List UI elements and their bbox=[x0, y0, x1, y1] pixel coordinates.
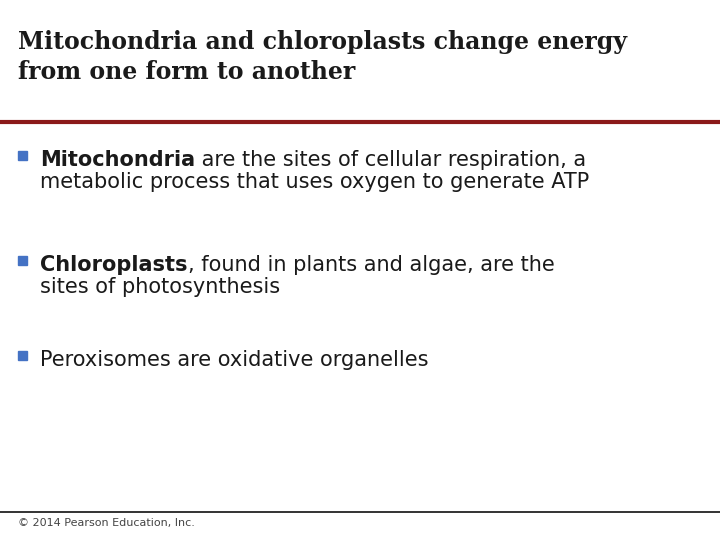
Text: metabolic process that uses oxygen to generate ATP: metabolic process that uses oxygen to ge… bbox=[40, 172, 589, 192]
Text: sites of photosynthesis: sites of photosynthesis bbox=[40, 277, 280, 297]
Text: Chloroplasts: Chloroplasts bbox=[40, 255, 187, 275]
Bar bbox=[18, 151, 27, 160]
Text: Mitochondria and chloroplasts change energy: Mitochondria and chloroplasts change ene… bbox=[18, 30, 627, 54]
Text: are the sites of cellular respiration, a: are the sites of cellular respiration, a bbox=[195, 150, 586, 170]
Text: © 2014 Pearson Education, Inc.: © 2014 Pearson Education, Inc. bbox=[18, 518, 195, 528]
Text: , found in plants and algae, are the: , found in plants and algae, are the bbox=[187, 255, 554, 275]
Text: Peroxisomes are oxidative organelles: Peroxisomes are oxidative organelles bbox=[40, 350, 428, 370]
Bar bbox=[18, 256, 27, 265]
Bar bbox=[18, 351, 27, 360]
Text: from one form to another: from one form to another bbox=[18, 60, 355, 84]
Text: Mitochondria: Mitochondria bbox=[40, 150, 195, 170]
